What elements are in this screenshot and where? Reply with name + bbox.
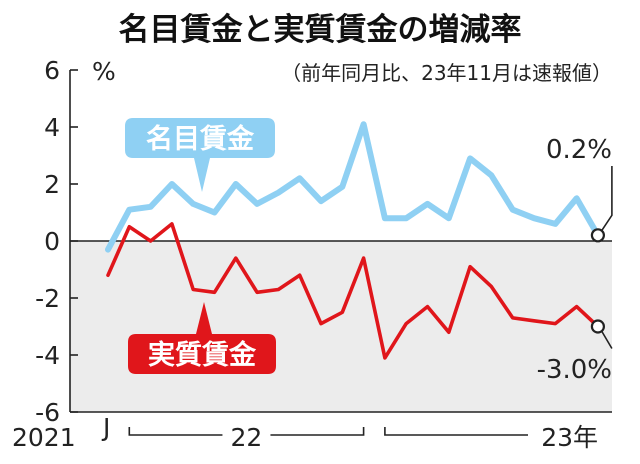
label-mask: [222, 424, 271, 452]
x-label-2021: 2021: [12, 423, 76, 452]
x-label-2022: 22: [231, 423, 263, 452]
x-axis-labels: 2021 J 22 23年: [12, 413, 602, 452]
x-month-mark: J: [101, 413, 110, 442]
x-label-2023: 23年: [541, 423, 598, 452]
y-tick-label: 2: [44, 170, 60, 199]
nominal-wage-line: [105, 121, 601, 253]
nominal-badge-shape: [125, 118, 275, 192]
nominal-last-value: 0.2%: [546, 135, 612, 165]
y-tick-label: 6: [44, 56, 60, 85]
axis-layer: [69, 69, 612, 413]
real-wage-badge: 実質賃金: [128, 302, 276, 374]
label-mask: [528, 424, 602, 452]
y-tick-labels: 6 4 2 0 -2 -4 -6: [35, 56, 60, 427]
x-bracket-2023: [384, 427, 598, 436]
endpoint-markers: [590, 228, 606, 334]
nominal-callout-leader: [601, 166, 613, 231]
y-tick-label: -2: [35, 284, 60, 313]
y-tick-label: -4: [35, 341, 60, 370]
y-tick-label: -6: [35, 398, 60, 427]
y-tick-label: 0: [44, 227, 60, 256]
y-tick-label: 4: [44, 113, 60, 142]
real-last-value: -3.0%: [537, 355, 612, 385]
series-layer: [105, 121, 601, 360]
nominal-badge-label: 名目賃金: [146, 123, 255, 155]
chart-subtitle: （前年同月比、23年11月は速報値）: [281, 61, 612, 85]
chart-title: 名目賃金と実質賃金の増減率: [119, 12, 522, 48]
real-badge-shape: [128, 302, 276, 374]
negative-area: [70, 241, 612, 412]
nominal-wage-badge: 名目賃金: [125, 118, 275, 192]
real-wage-line: [106, 222, 600, 360]
real-badge-label: 実質賃金: [148, 339, 257, 371]
real-end-marker: [590, 319, 606, 334]
y-unit-label: %: [92, 57, 116, 86]
real-callout-leader: [601, 331, 613, 349]
nominal-end-marker: [590, 228, 606, 243]
